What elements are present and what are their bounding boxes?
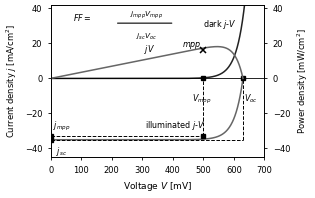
- Y-axis label: Power density [mW/cm$^2$]: Power density [mW/cm$^2$]: [296, 28, 310, 134]
- X-axis label: Voltage $V$ [mV]: Voltage $V$ [mV]: [123, 180, 192, 193]
- Text: $FF=$: $FF=$: [73, 12, 91, 24]
- Text: illuminated $j$-$V$: illuminated $j$-$V$: [145, 119, 206, 132]
- Text: dark $j$-$V$: dark $j$-$V$: [203, 18, 237, 31]
- Text: $V_{oc}$: $V_{oc}$: [243, 92, 257, 105]
- Text: $j_{mpp}$: $j_{mpp}$: [53, 120, 71, 133]
- Text: $j_{sc}$: $j_{sc}$: [56, 145, 67, 158]
- Text: $jV$: $jV$: [144, 43, 155, 56]
- Y-axis label: Current density $j$ [mA/cm$^2$]: Current density $j$ [mA/cm$^2$]: [5, 24, 19, 138]
- Text: $j_{mpp}V_{mpp}$: $j_{mpp}V_{mpp}$: [130, 10, 163, 21]
- Text: $mpp$: $mpp$: [182, 40, 202, 51]
- Text: $j_{sc}V_{oc}$: $j_{sc}V_{oc}$: [136, 32, 158, 43]
- Text: $V_{mpp}$: $V_{mpp}$: [192, 92, 212, 106]
